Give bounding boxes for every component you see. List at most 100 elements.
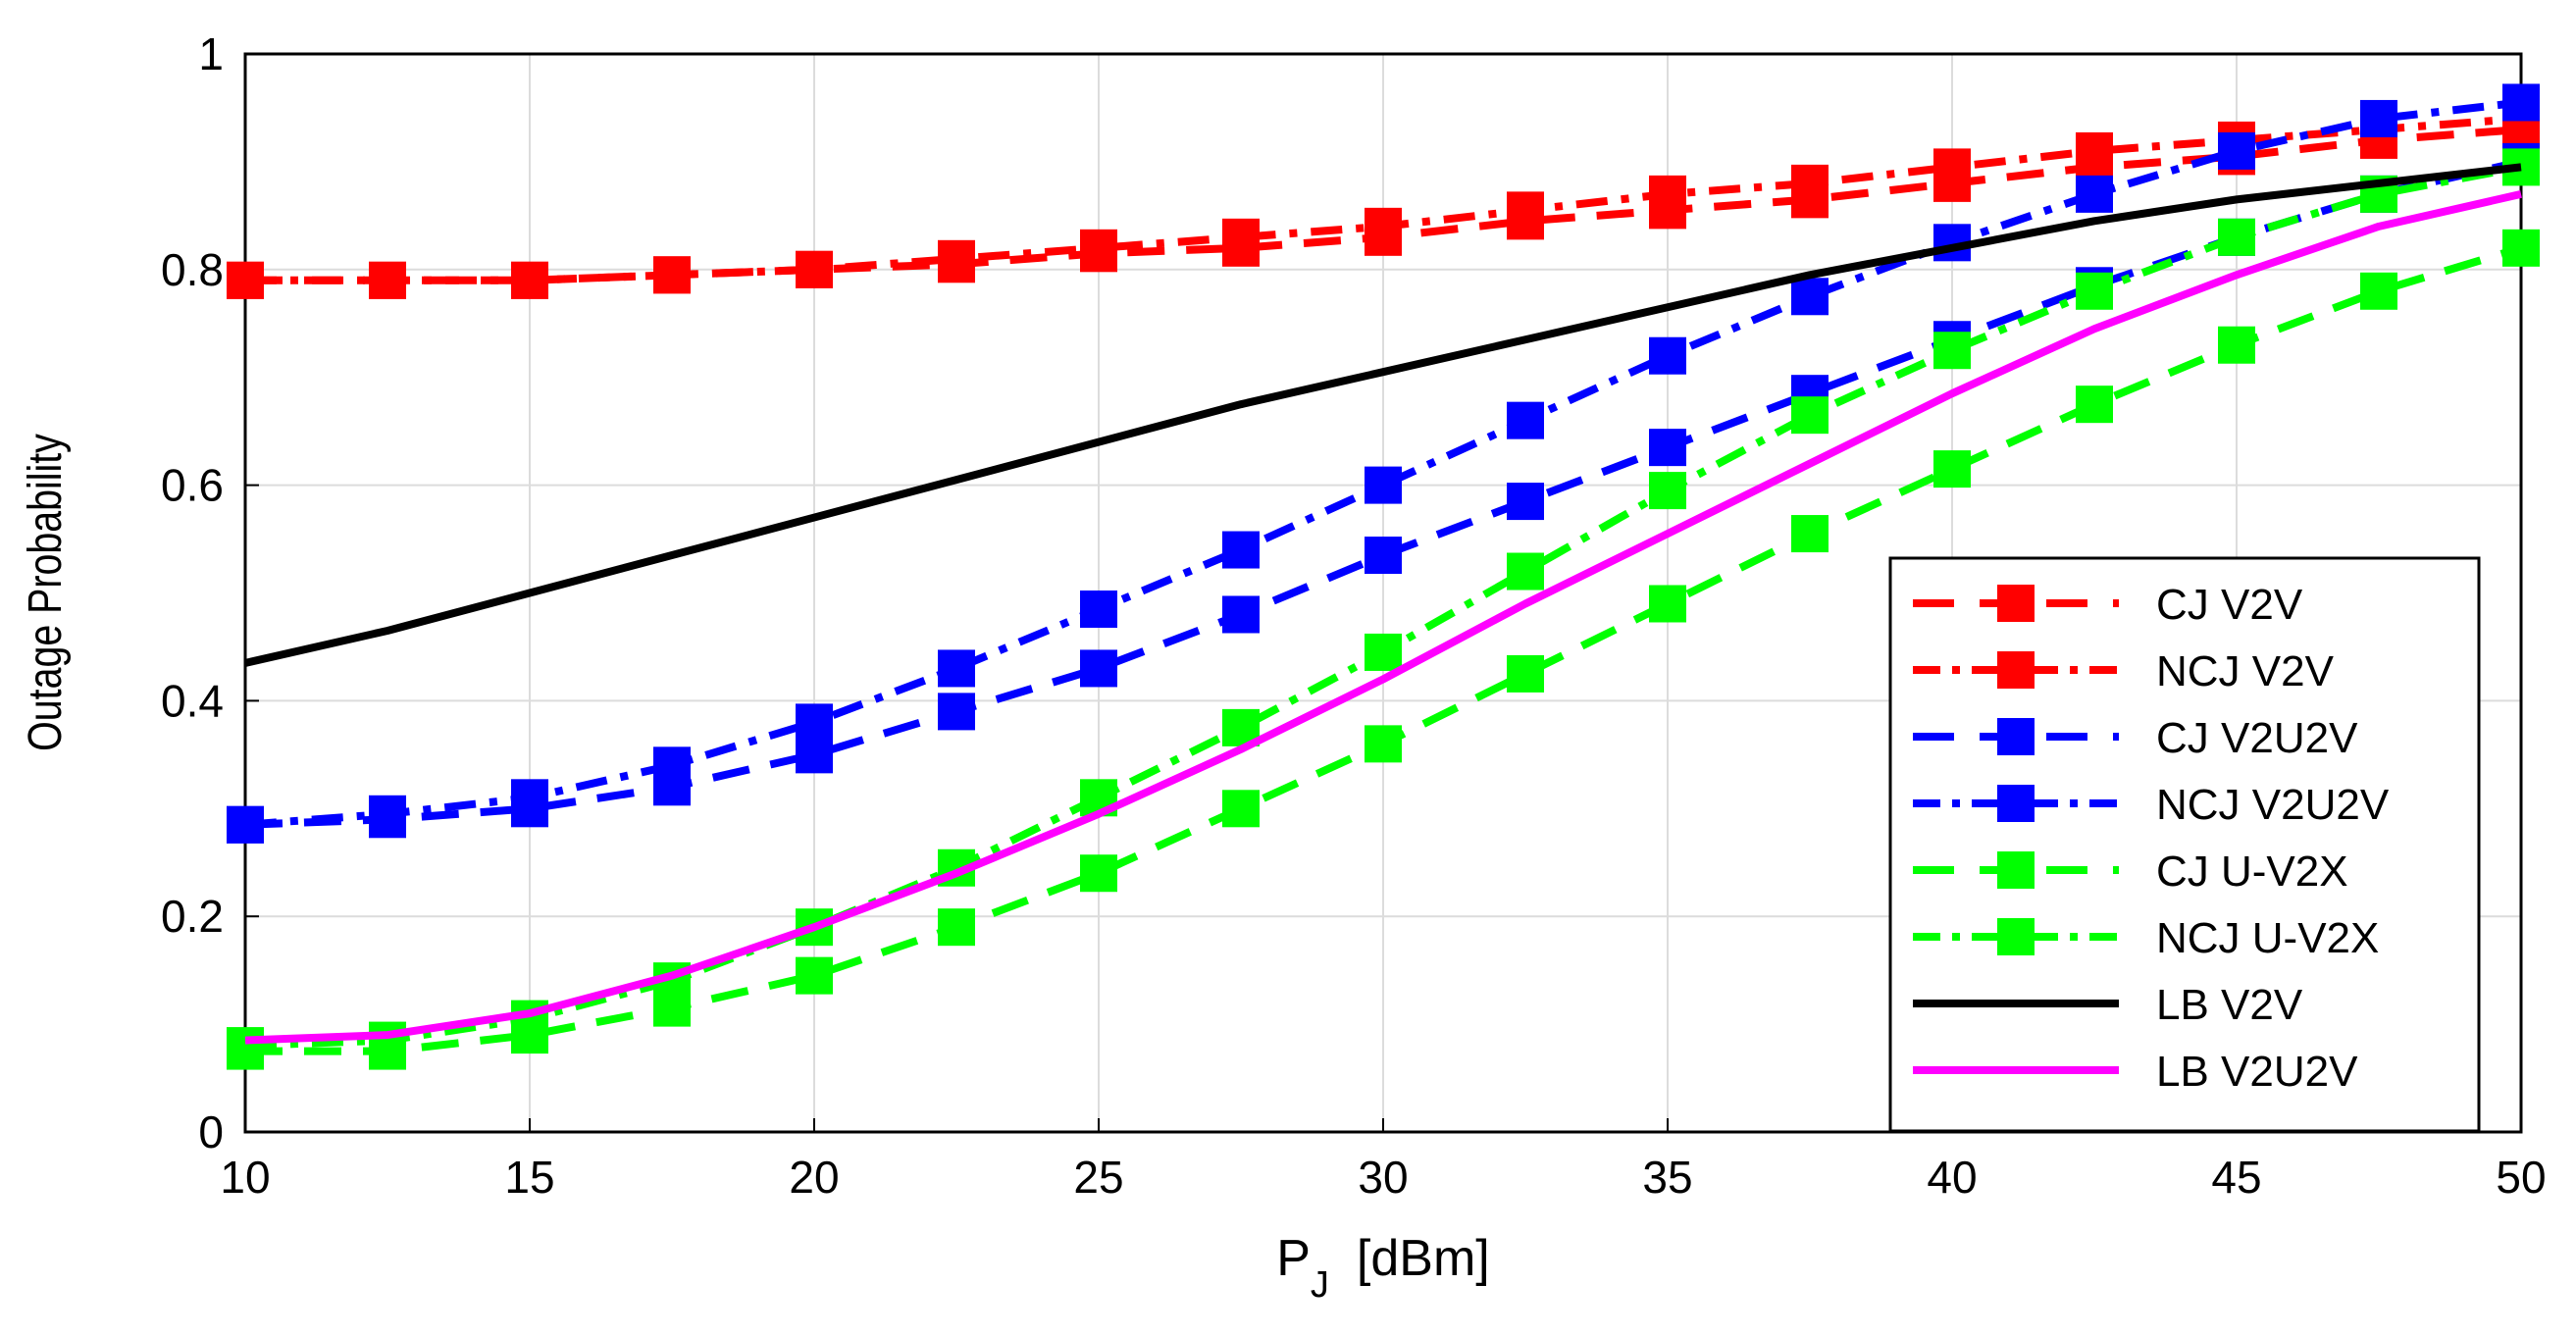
data-point [369,261,406,299]
series-line-lb-v2v [244,163,2522,667]
data-point [1649,175,1686,213]
legend-marker [1997,785,2035,822]
data-point [938,908,975,947]
data-point [2218,326,2255,364]
legend-label: CJ U-V2X [2156,848,2348,896]
data-point [511,779,548,817]
data-point [1791,396,1829,435]
y-tick-label: 0.2 [161,891,224,942]
legend-marker [1997,718,2035,755]
data-point [2076,272,2113,310]
x-tick-label: 20 [789,1152,839,1203]
x-axis-label-unit: [dBm] [1357,1230,1490,1287]
data-point [938,649,975,688]
data-point [1222,531,1260,569]
legend-item-ncj-v2u2v: NCJ V2U2V [1913,781,2390,829]
data-point [796,736,833,774]
data-point [2076,175,2113,213]
series-line-lb-v2u2v [244,189,2522,1045]
x-axis-label: PJ [dBm] [1276,1230,1490,1306]
data-point [2218,218,2255,256]
data-point [1222,218,1260,256]
x-tick-label: 15 [504,1152,554,1203]
data-point [227,261,264,299]
data-point [1222,790,1260,828]
data-point [1080,590,1117,628]
data-point [369,795,406,833]
y-tick-label: 0.4 [161,675,224,726]
series-cj-u-v2x [227,229,2540,1070]
axis-ticks: 10 15 20 25 30 35 40 45 50 0 0.2 0.4 0.6 0.8 1 [161,28,2547,1203]
data-point [1791,164,1829,202]
data-point [796,703,833,742]
legend-marker [1997,651,2035,689]
y-tick-label: 1 [198,28,224,79]
legend-marker [1997,918,2035,955]
legend-item-cj-v2u2v: CJ V2U2V [1913,714,2358,762]
x-tick-label: 30 [1358,1152,1408,1203]
y-tick-label: 0.6 [161,460,224,511]
data-point [1222,595,1260,634]
legend-item-ncj-v2v: NCJ V2V [1913,647,2335,695]
legend-marker [1997,585,2035,622]
series-line-ncj-v2u2v [244,98,2522,829]
legend-item-ncj-u-v2x: NCJ U-V2X [1913,914,2379,962]
legend-item-lb-v2u2v: LB V2U2V [1913,1048,2358,1096]
legend-label: NCJ U-V2X [2156,914,2379,962]
legend-label: NCJ V2U2V [2156,781,2390,829]
legend-label: CJ V2V [2156,581,2303,629]
y-tick-label: 0.8 [161,244,224,295]
data-point [1365,725,1402,763]
data-point [1365,207,1402,245]
data-point [1933,148,1971,186]
data-point [1933,450,1971,488]
data-point [227,1027,264,1065]
data-point [1080,229,1117,267]
data-point [1365,633,1402,671]
legend-marker [1997,851,2035,889]
data-point [1507,191,1544,230]
series-ncj-v2u2v [227,83,2540,844]
legend-box [1888,556,2481,1133]
data-point [1507,401,1544,439]
data-point [2502,229,2540,267]
data-point [227,805,264,844]
data-point [2360,99,2397,137]
x-tick-label: 25 [1073,1152,1123,1203]
x-axis-label-main: P [1276,1230,1311,1287]
data-point [938,693,975,731]
legend-label: LB V2V [2156,981,2303,1029]
data-point [2076,385,2113,424]
data-point [2502,83,2540,122]
data-point [2076,131,2113,170]
data-point [796,250,833,288]
legend-item-cj-v2v: CJ V2V [1913,581,2303,629]
y-tick-label: 0 [198,1106,224,1157]
y-axis-label: Outage Probability [19,434,72,751]
data-point [1365,466,1402,504]
data-point [653,746,691,785]
x-tick-label: 35 [1642,1152,1692,1203]
x-tick-label: 10 [220,1152,270,1203]
data-point [796,956,833,995]
series-lb-v2v [244,163,2522,667]
data-point [1649,429,1686,467]
data-point [1365,537,1402,575]
legend-item-lb-v2v: LB V2V [1913,981,2303,1029]
x-tick-label: 50 [2496,1152,2546,1203]
data-point [1507,552,1544,591]
legend-label: NCJ V2V [2156,647,2335,695]
data-point [938,239,975,278]
data-point [653,256,691,294]
series-lb-v2u2v [244,189,2522,1045]
data-point [1933,332,1971,370]
data-point [1080,854,1117,893]
x-tick-label: 40 [1927,1152,1977,1203]
legend-label: CJ V2U2V [2156,714,2358,762]
x-axis-label-subscript: J [1311,1264,1329,1306]
data-point [2360,272,2397,310]
data-point [1507,483,1544,521]
x-tick-label: 45 [2211,1152,2261,1203]
